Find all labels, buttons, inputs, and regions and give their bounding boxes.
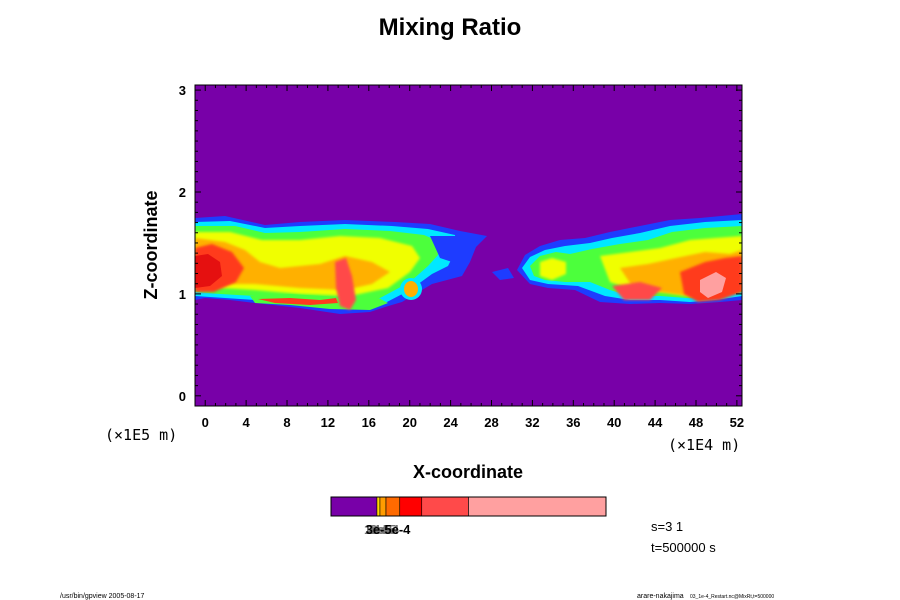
x-tick-label: 8: [283, 415, 290, 430]
x-axis-title: X-coordinate: [413, 462, 523, 482]
y-tick-label: 1: [179, 287, 186, 302]
x-tick-label: 20: [402, 415, 416, 430]
step-label: s=3 1: [651, 519, 683, 534]
colorbar-border: [330, 496, 607, 517]
x-tick-label: 36: [566, 415, 580, 430]
y-axis-title: Z-coordinate: [141, 190, 161, 299]
plot-border: [194, 84, 743, 407]
chart-title: Mixing Ratio: [378, 14, 522, 41]
colorbar-swatch: [330, 496, 378, 517]
x-tick-label: 0: [202, 415, 209, 430]
colorbar-tick-label: 1e-5: [364, 522, 390, 537]
colorbar-label-overlap: 3e-5e-4: [366, 522, 412, 537]
plot-frame: [194, 84, 743, 407]
colorbar-swatch: [421, 496, 469, 517]
cloud-right-yellow: [540, 258, 566, 280]
x-tick-label: 28: [484, 415, 498, 430]
colorbar-swatch: [379, 496, 387, 517]
colorbar-tick-label: 4e-4: [373, 522, 400, 537]
anvil-streaks: [430, 236, 486, 262]
x-tick-label: 40: [607, 415, 621, 430]
x-tick-label: 24: [443, 415, 458, 430]
x-tick-label: 44: [648, 415, 663, 430]
cloud-right-left-streaks: [492, 268, 514, 280]
cloud-cell-20-core: [404, 281, 418, 297]
x-tick-label: 52: [730, 415, 744, 430]
x-tick-label: 16: [362, 415, 376, 430]
colorbar-labels: 1e-52e-53e-54e-4: [364, 522, 400, 537]
colorbar-swatch: [468, 496, 607, 517]
x-axis-ticks: [204, 85, 738, 406]
y-axis-scale-label: (×1E5 m): [105, 426, 177, 444]
colorbar-tick-label: 2e-5: [367, 522, 393, 537]
x-tick-label: 32: [525, 415, 539, 430]
y-axis-ticks: [195, 89, 742, 397]
y-axis-tick-labels: 0 1 2 3: [179, 83, 186, 404]
colorbar-swatch: [376, 496, 381, 517]
y-tick-label: 3: [179, 83, 186, 98]
cloud-left-deep-core: [195, 254, 222, 288]
colorbar-tick-label: 3e-5: [370, 522, 396, 537]
footer-command: /usr/bin/gpview 2005-08-17: [60, 593, 145, 600]
colorbar-swatch: [385, 496, 401, 517]
cloud-right-pink-core: [700, 272, 726, 298]
colorbar: [330, 496, 607, 517]
cloud-left-base-red: [258, 298, 338, 305]
time-label: t=500000 s: [651, 540, 716, 555]
cloud-field: [195, 214, 742, 314]
x-tick-label: 4: [243, 415, 251, 430]
x-axis-scale-label: (×1E4 m): [668, 436, 740, 454]
x-axis-tick-labels: 0 4 8 12 16 20 24 28 32 36 40 44 48 52: [202, 415, 745, 430]
colorbar-swatch: [399, 496, 423, 517]
x-tick-label: 12: [321, 415, 335, 430]
x-tick-label: 48: [689, 415, 703, 430]
footer-file: 03_1e-4_Restart.nc@MixRt,t=500000: [690, 594, 774, 600]
y-tick-label: 0: [179, 389, 186, 404]
y-tick-label: 2: [179, 185, 186, 200]
footer-author: arare-nakajima: [637, 593, 684, 600]
rain-shaft: [335, 258, 356, 310]
cloud-right-base-red: [612, 282, 662, 300]
